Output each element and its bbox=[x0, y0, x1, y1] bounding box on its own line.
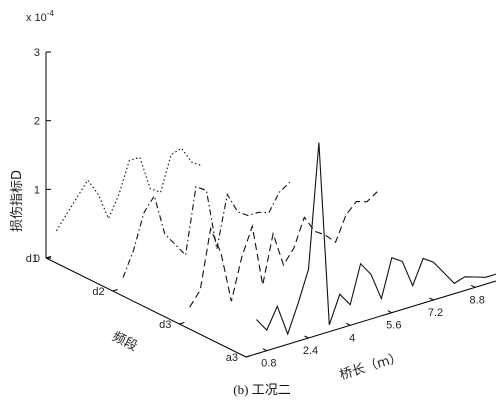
series-line-d2 bbox=[122, 181, 291, 278]
x-axis bbox=[245, 280, 497, 358]
z-tick-label: 3 bbox=[34, 47, 40, 59]
y-tick-mark bbox=[245, 355, 252, 358]
x-tick-label: 7.2 bbox=[428, 307, 443, 319]
x-tick-mark bbox=[304, 335, 309, 339]
y-axis bbox=[45, 257, 247, 358]
y-tick-label: d3 bbox=[159, 319, 171, 331]
axes bbox=[45, 52, 497, 358]
z-exponent-label: x 10-4 bbox=[26, 9, 54, 24]
series-lines bbox=[55, 142, 497, 336]
x-tick-mark bbox=[470, 284, 476, 288]
x-axis-label: 桥长（m） bbox=[338, 350, 404, 383]
x-tick-mark bbox=[262, 348, 268, 352]
x-tick-label: 5.6 bbox=[386, 320, 401, 332]
x-tick-label: 2.4 bbox=[303, 345, 318, 357]
y-axis-label: 频段 bbox=[110, 329, 140, 354]
x-tick-label: 8.8 bbox=[470, 294, 485, 306]
z-tick-label: 0 bbox=[34, 253, 40, 265]
y-tick-label: d2 bbox=[92, 286, 104, 298]
figure-caption: (b) 工况二 bbox=[233, 382, 290, 397]
z-axis-label: 损伤指标D bbox=[10, 170, 25, 232]
x-tick-mark bbox=[387, 310, 393, 314]
z-exponent-power: -4 bbox=[47, 9, 55, 18]
y-tick-label: d1 bbox=[26, 253, 38, 265]
series-line-a3 bbox=[256, 142, 497, 336]
x-tick-label: 0.8 bbox=[261, 358, 276, 370]
ticks: 0 1 2 3 d1 d2 d3 a3 0.8 2.4 4 5.6 7.2 8.8 bbox=[26, 47, 485, 370]
x-tick-mark bbox=[345, 322, 351, 326]
x-tick-mark bbox=[429, 297, 434, 301]
x-tick-label: 4 bbox=[349, 332, 355, 344]
z-tick-label: 2 bbox=[34, 116, 40, 128]
z-tick-label: 1 bbox=[34, 184, 40, 196]
series-line-d1 bbox=[55, 147, 203, 232]
y-tick-label: a3 bbox=[226, 352, 238, 364]
series-line-d3 bbox=[189, 191, 378, 308]
y-tick-mark bbox=[112, 289, 118, 292]
y-tick-mark bbox=[179, 322, 185, 325]
y-tick-mark bbox=[45, 256, 52, 259]
